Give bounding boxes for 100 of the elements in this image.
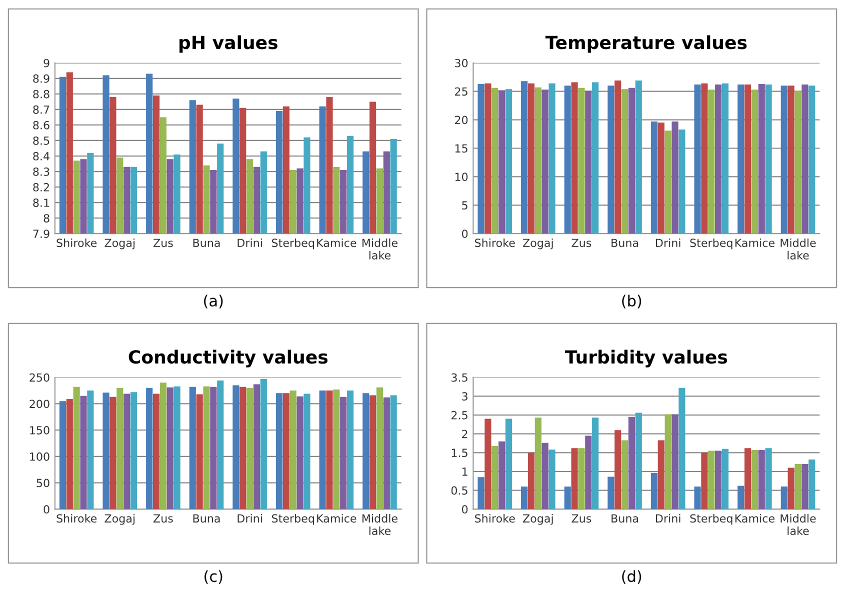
x-tick-label: Buna <box>612 238 638 248</box>
bar <box>578 448 585 510</box>
bar <box>578 88 585 234</box>
bar <box>650 473 658 510</box>
x-tick-label: Zogaj <box>522 514 553 525</box>
bar <box>73 386 80 510</box>
bar <box>548 450 556 510</box>
bar <box>715 450 722 510</box>
bar <box>635 80 642 234</box>
y-tick-label: 25 <box>455 87 468 96</box>
bar <box>116 388 124 510</box>
x-tick-label: Middle lake <box>362 514 398 536</box>
bar <box>296 396 304 510</box>
x-tick-label: Zogaj <box>104 238 135 250</box>
bar <box>664 414 672 510</box>
x-tick-label: Drini <box>238 238 262 247</box>
bar <box>788 468 794 510</box>
bar <box>492 88 498 234</box>
bar <box>788 86 794 234</box>
bar <box>694 486 701 510</box>
bar <box>808 459 816 510</box>
x-tick-label: Kamice <box>317 514 356 523</box>
bar <box>808 86 816 234</box>
bar <box>528 452 535 510</box>
bar <box>383 397 390 510</box>
y-tick-label: 9 <box>44 58 50 68</box>
bar <box>174 386 180 510</box>
y-tick-label: 100 <box>30 452 50 461</box>
bar <box>210 386 217 510</box>
bar <box>260 378 267 510</box>
bar <box>59 401 66 510</box>
bar <box>534 418 542 510</box>
bar <box>592 418 599 510</box>
y-tick-label: 1.5 <box>452 448 468 458</box>
x-tick-label: Middle lake <box>362 238 398 260</box>
y-tick-label: 8.2 <box>33 183 49 192</box>
bar <box>738 486 744 510</box>
x-tick-label: Buna <box>193 514 220 523</box>
bar <box>376 387 384 510</box>
bar <box>571 448 578 510</box>
bar <box>66 398 73 510</box>
bar <box>146 388 153 510</box>
bar <box>694 84 701 234</box>
y-tick-label: 7.9 <box>33 230 50 238</box>
y-tick-label: 5 <box>462 201 468 210</box>
y-tick-label: 1 <box>462 468 468 476</box>
bar <box>744 84 752 234</box>
bar <box>635 412 642 510</box>
x-tick-label: Buna <box>193 238 220 248</box>
bar <box>160 382 166 510</box>
bar <box>608 476 614 510</box>
y-tick-label: 8.6 <box>33 120 50 130</box>
bar <box>326 390 333 510</box>
chart-title: pH values <box>180 35 278 53</box>
bar <box>203 386 210 510</box>
x-tick-label: Zus <box>572 514 592 523</box>
y-tick-label: 8.1 <box>33 198 50 207</box>
bar <box>124 394 130 510</box>
bar <box>738 84 744 234</box>
x-tick-label: Middle lake <box>780 238 816 260</box>
bar <box>794 464 802 510</box>
bar <box>542 90 548 234</box>
bar <box>571 82 578 234</box>
bar <box>498 441 506 510</box>
x-tick-label: Zus <box>153 514 173 523</box>
x-tick-label: Sterbeq <box>690 514 732 525</box>
bar <box>80 396 87 510</box>
bar <box>585 90 592 234</box>
y-tick-label: 0 <box>44 505 50 514</box>
bar <box>196 394 203 510</box>
x-tick-label: Shiroke <box>56 514 97 523</box>
text: (d) <box>622 570 642 584</box>
bar <box>802 464 808 510</box>
bar <box>253 384 260 510</box>
bar <box>780 486 788 510</box>
y-tick-label: 8.8 <box>33 90 50 98</box>
bar <box>592 82 599 234</box>
bar <box>152 394 160 510</box>
x-tick-label: Zus <box>572 238 592 248</box>
bar <box>678 129 686 234</box>
bar <box>521 81 528 234</box>
bar <box>802 84 808 234</box>
bar <box>614 430 622 510</box>
y-tick-label: 150 <box>30 426 50 434</box>
x-tick-label: Middle lake <box>780 514 816 536</box>
bar <box>110 396 116 510</box>
y-tick-label: 8.7 <box>33 105 50 114</box>
y-tick-label: 8.5 <box>33 136 50 145</box>
bar <box>608 86 614 234</box>
y-tick-label: 200 <box>30 400 50 408</box>
y-tick-label: 3.5 <box>452 373 468 382</box>
bar <box>232 385 240 510</box>
x-tick-label: Drini <box>238 514 262 522</box>
y-tick-label: 2.5 <box>451 410 468 420</box>
bar <box>304 394 310 510</box>
bar <box>708 450 715 510</box>
x-tick-label: Sterbeq <box>272 238 314 250</box>
x-tick-label: Drini <box>656 514 680 522</box>
x-tick-label: Kamice <box>735 514 774 523</box>
bar <box>340 396 347 510</box>
